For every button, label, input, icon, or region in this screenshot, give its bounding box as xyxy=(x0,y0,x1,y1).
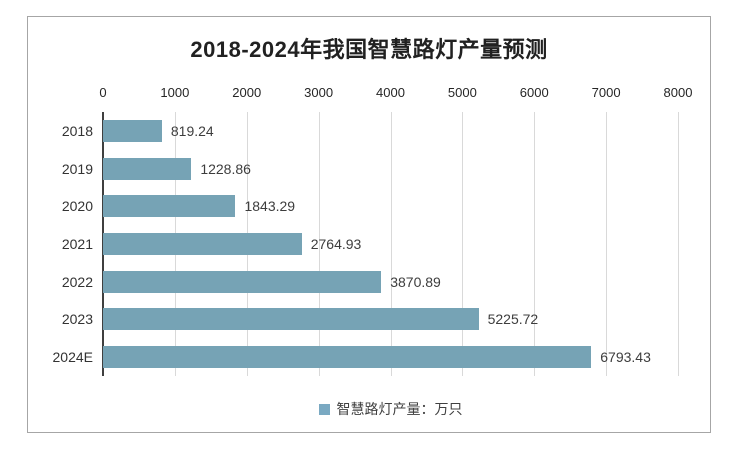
x-tick-label: 4000 xyxy=(376,85,405,100)
bar-row: 2023 5225.72 xyxy=(62,301,678,339)
x-tick-label: 8000 xyxy=(663,85,693,100)
x-tick-label: 0 xyxy=(99,85,107,100)
value-label: 1228.86 xyxy=(200,160,251,177)
bar xyxy=(103,308,479,331)
bar-row: 2024E 6793.43 xyxy=(53,338,678,376)
bar xyxy=(103,195,236,218)
bar-row: 2019 1228.86 xyxy=(62,150,678,188)
legend-label: 智慧路灯产量：万只 xyxy=(336,401,463,417)
value-label: 3870.89 xyxy=(390,273,441,290)
chart-title: 2018-2024年我国智慧路灯产量预测 xyxy=(190,37,548,62)
value-label: 5225.72 xyxy=(487,311,539,328)
category-label: 2018 xyxy=(61,122,93,139)
value-label: 2764.93 xyxy=(310,236,362,253)
bar xyxy=(103,157,192,180)
x-tick-label: 2000 xyxy=(232,85,262,100)
category-label: 2024E xyxy=(52,349,93,366)
bar-row: 2021 2764.93 xyxy=(62,225,678,263)
gridline xyxy=(678,112,679,376)
gridline xyxy=(534,112,536,376)
value-label: 819.24 xyxy=(170,122,214,139)
category-label: 2022 xyxy=(61,273,93,290)
x-tick-label: 3000 xyxy=(304,85,334,100)
bar-rows: 2018 819.24 2019 1228.86 2020 1843.29 20… xyxy=(53,112,678,376)
bar xyxy=(103,233,302,256)
bar xyxy=(103,346,592,369)
bar xyxy=(103,270,382,293)
gridline xyxy=(462,112,464,376)
bar-row: 2022 3870.89 xyxy=(62,263,678,301)
x-tick-label: 5000 xyxy=(447,85,477,100)
value-label: 1843.29 xyxy=(244,198,296,215)
legend-marker-icon xyxy=(318,403,330,415)
x-tick-label: 6000 xyxy=(519,85,549,100)
category-label: 2020 xyxy=(61,198,93,215)
x-tick-label: 1000 xyxy=(160,85,190,100)
plot-area: 0 1000 2000 3000 4000 5000 6000 7000 800… xyxy=(53,85,693,419)
gridline xyxy=(318,112,320,376)
bar xyxy=(103,119,162,142)
x-tick-label: 7000 xyxy=(591,85,621,100)
category-label: 2023 xyxy=(61,311,93,328)
plot-grid: 2018 819.24 2019 1228.86 2020 1843.29 20… xyxy=(53,112,679,376)
gridline xyxy=(606,112,608,376)
x-axis-ticks: 0 1000 2000 3000 4000 5000 6000 7000 800… xyxy=(99,85,692,101)
legend: 智慧路灯产量：万只 xyxy=(103,399,678,419)
gridline xyxy=(390,112,392,376)
bar-row: 2020 1843.29 xyxy=(62,187,678,225)
category-label: 2019 xyxy=(61,160,93,177)
bar-row: 2018 819.24 xyxy=(62,112,678,150)
chart-card: 2018-2024年我国智慧路灯产量预测 0 1000 2000 3000 40… xyxy=(27,16,711,433)
category-label: 2021 xyxy=(61,236,93,253)
value-label: 6793.43 xyxy=(600,349,651,366)
